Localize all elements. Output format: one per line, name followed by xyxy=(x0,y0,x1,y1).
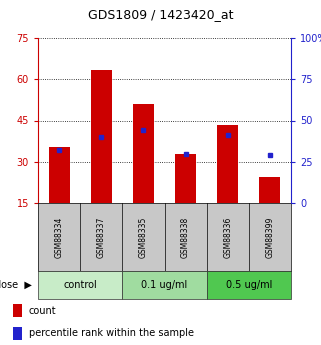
Text: GSM88337: GSM88337 xyxy=(97,216,106,258)
Text: dose  ▶: dose ▶ xyxy=(0,280,31,290)
Bar xyxy=(13,304,22,317)
Text: 0.5 ug/ml: 0.5 ug/ml xyxy=(226,280,272,290)
Text: GSM88338: GSM88338 xyxy=(181,216,190,258)
Text: control: control xyxy=(63,280,97,290)
Text: GDS1809 / 1423420_at: GDS1809 / 1423420_at xyxy=(88,8,233,21)
Text: percentile rank within the sample: percentile rank within the sample xyxy=(29,328,194,338)
Text: GSM88334: GSM88334 xyxy=(55,216,64,258)
Bar xyxy=(91,70,112,203)
Bar xyxy=(13,327,22,341)
Bar xyxy=(175,154,196,203)
Bar xyxy=(122,271,207,299)
Bar xyxy=(38,271,122,299)
Text: count: count xyxy=(29,306,56,315)
Text: GSM88399: GSM88399 xyxy=(265,216,274,258)
Bar xyxy=(217,125,238,203)
Text: GSM88336: GSM88336 xyxy=(223,216,232,258)
Bar xyxy=(133,104,154,203)
Bar xyxy=(207,271,291,299)
Bar xyxy=(48,147,70,203)
Text: 0.1 ug/ml: 0.1 ug/ml xyxy=(141,280,188,290)
Text: GSM88335: GSM88335 xyxy=(139,216,148,258)
Bar xyxy=(259,177,281,203)
